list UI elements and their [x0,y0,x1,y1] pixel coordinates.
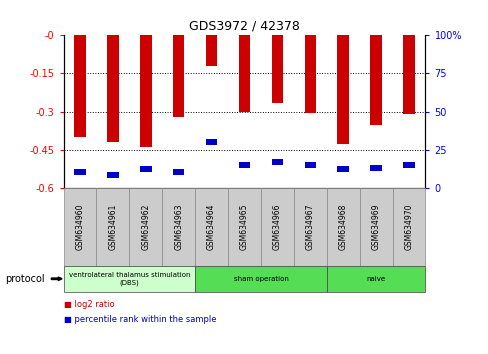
Text: ventrolateral thalamus stimulation
(DBS): ventrolateral thalamus stimulation (DBS) [68,272,190,286]
Text: GSM634960: GSM634960 [75,203,84,250]
Bar [337,35,348,144]
Text: GSM634970: GSM634970 [404,203,413,250]
Text: GSM634963: GSM634963 [174,203,183,250]
Text: GSM634964: GSM634964 [207,203,216,250]
Text: GSM634965: GSM634965 [240,203,248,250]
Bar [403,35,414,114]
Bar [140,166,151,172]
Text: GSM634966: GSM634966 [272,203,281,250]
Bar [403,162,414,168]
Bar [238,35,250,112]
Bar [140,35,151,147]
Bar [271,159,283,165]
Bar [205,139,217,145]
Bar [369,165,381,171]
Text: GSM634968: GSM634968 [338,203,347,250]
Bar [74,35,85,137]
Text: GSM634969: GSM634969 [371,203,380,250]
Text: protocol: protocol [5,274,44,284]
Text: ■ log2 ratio: ■ log2 ratio [63,300,114,309]
Bar [369,35,381,125]
Text: GSM634962: GSM634962 [141,203,150,250]
Bar [304,35,315,113]
Text: sham operation: sham operation [233,276,288,282]
Bar [205,35,217,66]
Text: ■ percentile rank within the sample: ■ percentile rank within the sample [63,315,216,324]
Text: GSM634967: GSM634967 [305,203,314,250]
Bar [74,169,85,176]
Title: GDS3972 / 42378: GDS3972 / 42378 [189,20,299,33]
Bar [337,166,348,172]
Text: GSM634961: GSM634961 [108,203,117,250]
Bar [304,162,315,168]
Bar [107,172,119,178]
Bar [107,35,119,142]
Text: naive: naive [366,276,385,282]
Bar [238,162,250,168]
Bar [173,169,184,176]
Bar [173,35,184,116]
Bar [271,35,283,103]
